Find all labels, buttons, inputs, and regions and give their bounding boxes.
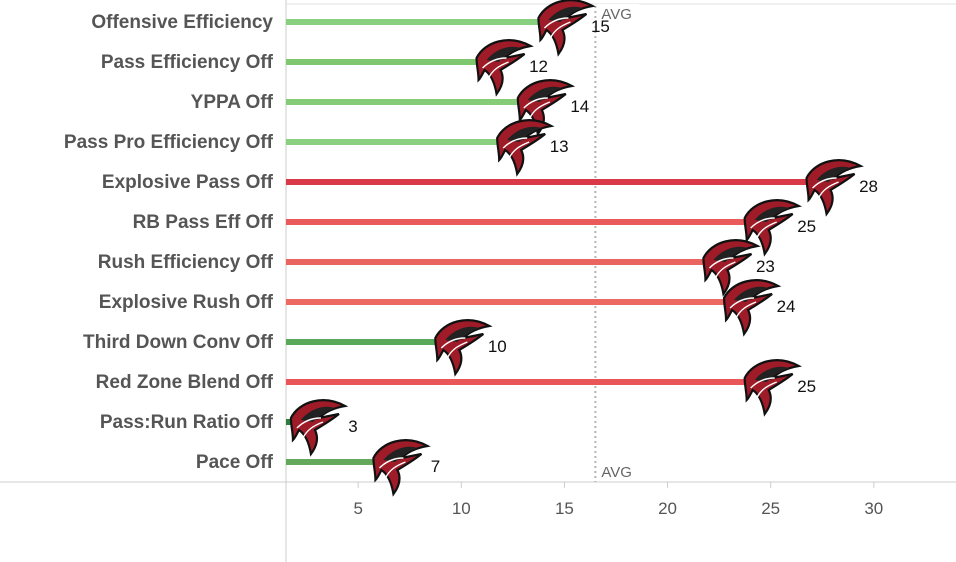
x-tick-label: 25 — [761, 499, 780, 518]
value-label: 3 — [348, 417, 357, 436]
value-label: 24 — [777, 297, 796, 316]
bar — [286, 259, 730, 265]
bar — [286, 459, 400, 465]
bar — [286, 179, 833, 185]
category-label: Pace Off — [196, 452, 274, 473]
value-label: 23 — [756, 257, 775, 276]
labels-layer: Offensive Efficiency 15 Pass Efficiency Of… — [64, 12, 878, 476]
falcons-logo-icon — [743, 359, 800, 416]
category-label: Red Zone Blend Off — [96, 372, 274, 393]
falcons-logo-icon — [805, 159, 862, 216]
falcons-logo-icon — [537, 0, 594, 56]
category-label: Offensive Efficiency — [91, 12, 273, 33]
value-label: 12 — [529, 57, 548, 76]
bar — [286, 339, 462, 345]
bar — [286, 99, 544, 105]
bar — [286, 379, 771, 385]
bar — [286, 59, 503, 65]
avg-label-bg-bottom — [597, 462, 640, 480]
x-tick-label: 30 — [864, 499, 883, 518]
bar — [286, 139, 524, 145]
x-tick-label: 10 — [452, 499, 471, 518]
bar — [286, 219, 771, 225]
x-tick-label: 5 — [353, 499, 362, 518]
x-tick-label: 20 — [658, 499, 677, 518]
category-label: Third Down Conv Off — [83, 332, 274, 353]
value-label: 15 — [591, 17, 610, 36]
bar — [286, 19, 565, 25]
avg-label-top: AVG — [601, 6, 632, 23]
category-label: Pass Pro Efficiency Off — [64, 132, 274, 153]
category-label: Pass:Run Ratio Off — [100, 412, 274, 433]
value-label: 14 — [570, 97, 589, 116]
category-label: RB Pass Eff Off — [133, 212, 274, 233]
bar — [286, 299, 751, 305]
value-label: 25 — [797, 377, 816, 396]
bars-layer — [286, 0, 862, 496]
falcons-logo-icon — [372, 439, 429, 496]
value-label: 25 — [797, 217, 816, 236]
avg-label-bg-top — [597, 4, 640, 21]
value-label: 10 — [488, 337, 507, 356]
falcons-logo-icon — [475, 39, 532, 96]
category-label: Rush Efficiency Off — [98, 252, 274, 273]
falcons-logo-icon — [289, 399, 347, 456]
category-label: Pass Efficiency Off — [101, 52, 274, 73]
falcons-logo-icon — [434, 319, 491, 376]
x-tick-label: 15 — [555, 499, 574, 518]
falcons-logo-icon — [496, 119, 553, 176]
category-label: Explosive Rush Off — [99, 292, 274, 313]
value-label: 13 — [550, 137, 569, 156]
category-label: YPPA Off — [191, 92, 274, 113]
avg-label-bottom: AVG — [601, 464, 632, 481]
falcons-logo-icon — [722, 279, 780, 336]
value-label: 7 — [431, 457, 440, 476]
value-label: 28 — [859, 177, 878, 196]
category-label: Explosive Pass Off — [102, 172, 274, 193]
